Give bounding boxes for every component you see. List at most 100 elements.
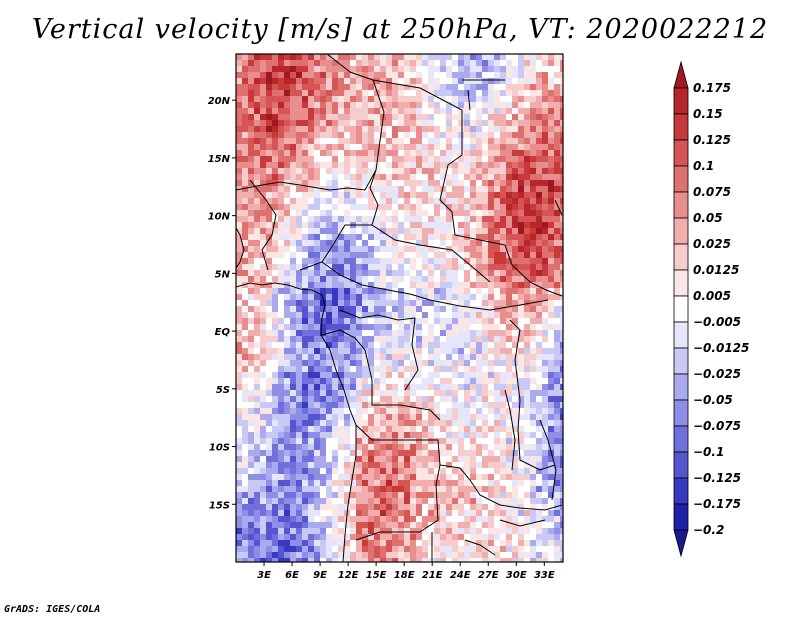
field-cell [296,438,303,445]
field-cell [554,402,561,409]
field-cell [272,282,279,289]
field-cell [308,216,315,223]
field-cell [518,66,525,73]
field-cell [338,54,345,61]
field-cell [242,240,249,247]
field-cell [248,480,255,487]
field-cell [248,192,255,199]
field-cell [428,306,435,313]
field-cell [536,66,543,73]
field-cell [392,84,399,91]
field-cell [536,330,543,337]
field-cell [554,474,561,481]
field-cell [470,156,477,163]
field-cell [320,228,327,235]
field-cell [482,246,489,253]
field-cell [422,438,429,445]
field-cell [416,438,423,445]
field-cell [548,486,555,493]
field-cell [518,390,525,397]
field-cell [248,552,255,559]
field-cell [296,378,303,385]
field-cell [278,90,285,97]
field-cell [506,60,513,67]
field-cell [350,360,357,367]
field-cell [434,360,441,367]
field-cell [272,66,279,73]
field-cell [530,204,537,211]
field-cell [560,438,563,445]
lon-tick-label: 3E [257,570,271,581]
field-cell [278,186,285,193]
field-cell [350,84,357,91]
field-cell [278,132,285,139]
field-cell [284,378,291,385]
field-cell [548,546,555,553]
field-cell [470,462,477,469]
field-cell [398,216,405,223]
field-cell [500,222,507,229]
field-cell [494,72,501,79]
field-cell [302,438,309,445]
field-cell [464,546,471,553]
field-cell [398,426,405,433]
field-cell [416,384,423,391]
field-cell [332,246,339,253]
field-cell [398,204,405,211]
field-cell [254,294,261,301]
field-cell [428,102,435,109]
field-cell [458,498,465,505]
field-cell [284,96,291,103]
field-cell [350,132,357,139]
field-cell [524,282,531,289]
field-cell [494,402,501,409]
field-cell [446,450,453,457]
field-cell [416,192,423,199]
field-cell [422,450,429,457]
field-cell [404,318,411,325]
field-cell [536,528,543,535]
field-cell [428,96,435,103]
field-cell [254,468,261,475]
field-cell [476,72,483,79]
field-cell [470,132,477,139]
field-cell [362,276,369,283]
field-cell [464,210,471,217]
field-cell [296,174,303,181]
field-cell [452,210,459,217]
field-cell [380,294,387,301]
field-cell [236,114,243,121]
field-cell [476,252,483,259]
field-cell [284,354,291,361]
field-cell [458,480,465,487]
field-cell [488,138,495,145]
field-cell [542,360,549,367]
field-cell [302,558,309,562]
field-cell [434,396,441,403]
field-cell [380,330,387,337]
field-cell [488,192,495,199]
field-cell [380,66,387,73]
field-cell [494,168,501,175]
field-cell [344,72,351,79]
field-cell [488,426,495,433]
field-cell [236,180,243,187]
field-cell [410,156,417,163]
field-cell [392,552,399,559]
field-cell [344,384,351,391]
field-cell [506,132,513,139]
field-cell [482,366,489,373]
field-cell [446,444,453,451]
field-cell [260,126,267,133]
field-cell [422,114,429,121]
field-cell [338,420,345,427]
field-cell [464,186,471,193]
field-cell [482,294,489,301]
field-cell [374,96,381,103]
field-cell [410,66,417,73]
field-cell [308,450,315,457]
field-cell [344,420,351,427]
field-cell [320,210,327,217]
field-cell [254,72,261,79]
field-cell [434,90,441,97]
